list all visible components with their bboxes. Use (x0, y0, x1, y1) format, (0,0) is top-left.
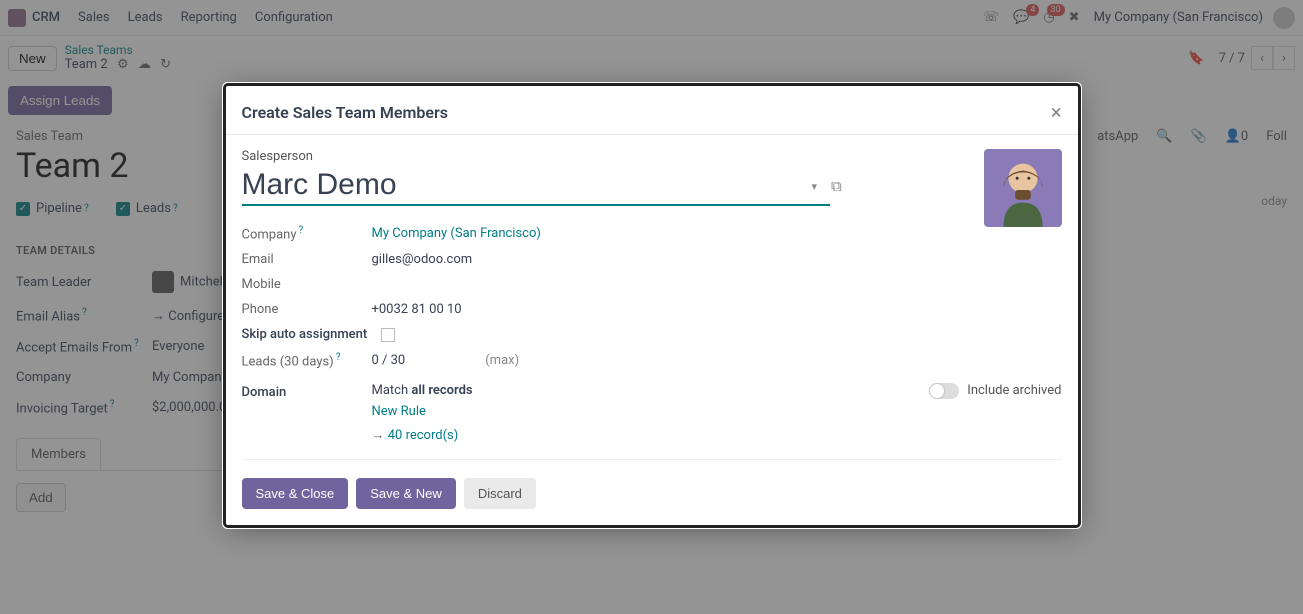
include-archived-label: Include archived (967, 383, 1061, 398)
leads30-value[interactable]: 0 / 30 (372, 353, 406, 368)
m-phone-value[interactable]: +0032 81 00 10 (372, 302, 462, 317)
save-new-button[interactable]: Save & New (356, 478, 456, 509)
discard-button[interactable]: Discard (464, 478, 536, 509)
m-company-label: Company (242, 227, 297, 242)
salesperson-avatar[interactable] (984, 149, 1062, 227)
leads30-label: Leads (30 days) (242, 355, 334, 370)
salesperson-input[interactable] (242, 166, 830, 206)
skip-checkbox[interactable] (381, 328, 395, 342)
include-archived-toggle[interactable] (929, 383, 959, 399)
modal-title: Create Sales Team Members (242, 103, 448, 122)
m-email-label: Email (242, 252, 372, 267)
m-mobile-label: Mobile (242, 277, 372, 292)
save-close-button[interactable]: Save & Close (242, 478, 349, 509)
close-icon[interactable]: × (1051, 100, 1062, 124)
modal-overlay: Create Sales Team Members × Salesperson … (0, 0, 1303, 614)
leads30-max: (max) (485, 353, 519, 368)
create-member-modal: Create Sales Team Members × Salesperson … (226, 86, 1078, 525)
m-email-value[interactable]: gilles@odoo.com (372, 252, 473, 267)
external-link-icon[interactable]: ⧉ (831, 177, 842, 195)
m-phone-label: Phone (242, 302, 372, 317)
m-company-value[interactable]: My Company (San Francisco) (372, 226, 541, 241)
salesperson-label: Salesperson (242, 149, 1062, 164)
skip-label: Skip auto assignment (242, 327, 368, 342)
domain-label: Domain (242, 383, 372, 400)
new-rule-link[interactable]: New Rule (372, 404, 930, 419)
domain-match: Match all records (372, 383, 473, 398)
records-link[interactable]: 40 record(s) (372, 427, 459, 443)
